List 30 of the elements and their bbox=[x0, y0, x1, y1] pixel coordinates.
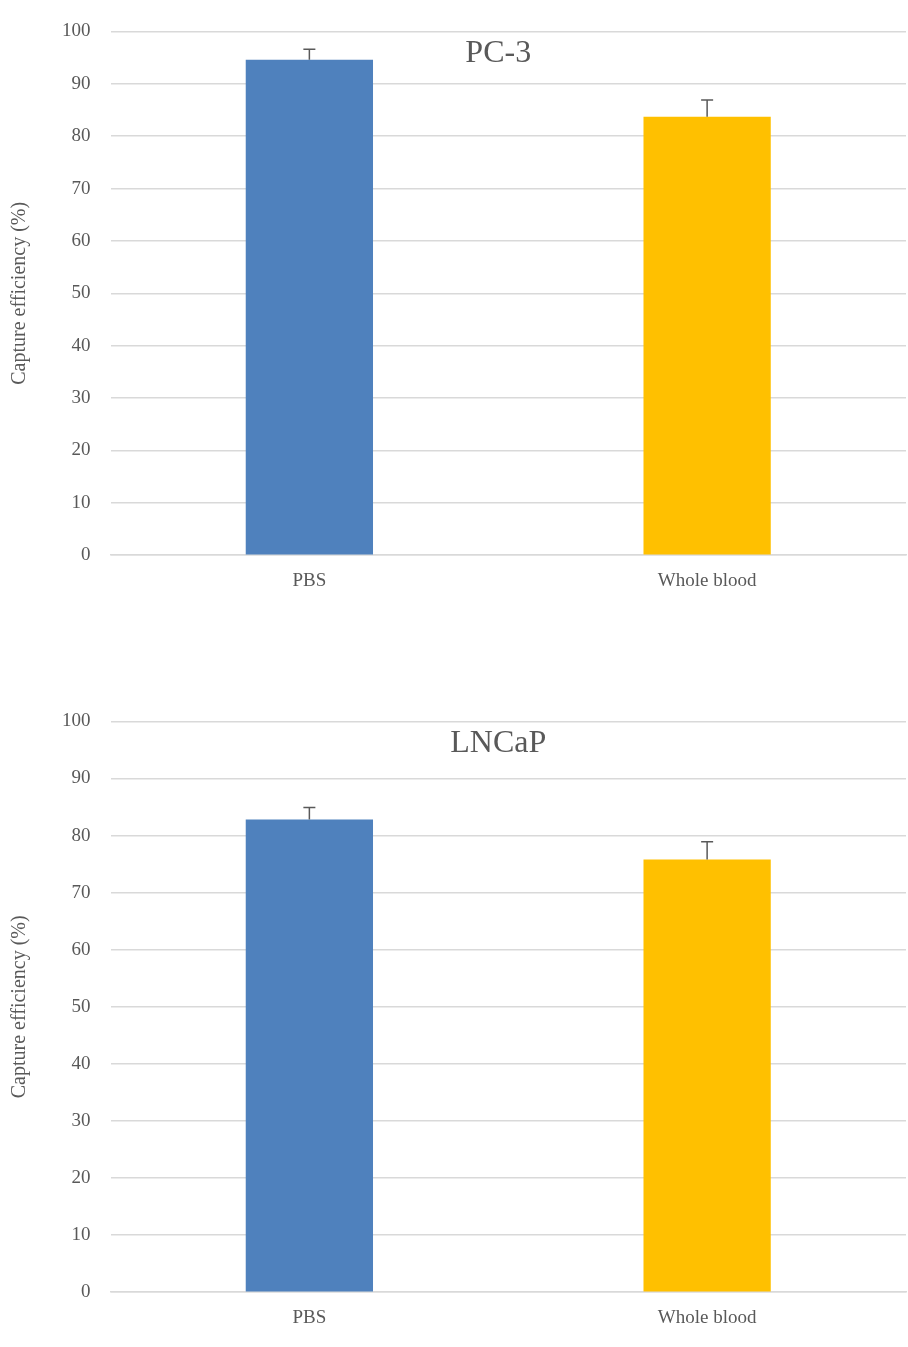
y-tick-label: 50 bbox=[71, 281, 91, 303]
y-tick-label: 100 bbox=[62, 19, 91, 41]
y-tick-label: 0 bbox=[81, 543, 91, 565]
y-tick-label: 40 bbox=[71, 1051, 91, 1073]
x-tick-label: PBS bbox=[292, 568, 327, 590]
y-axis-title: Capture efficiency (%) bbox=[7, 915, 31, 1099]
x-tick-label: PBS bbox=[292, 1305, 327, 1327]
y-tick-label: 20 bbox=[71, 438, 91, 460]
chart-title: LNCaP bbox=[450, 722, 547, 759]
x-tick-label: Whole blood bbox=[657, 1305, 757, 1327]
y-tick-label: 80 bbox=[71, 823, 91, 845]
y-axis-title: Capture efficiency (%) bbox=[7, 201, 31, 385]
y-tick-label: 30 bbox=[71, 1108, 91, 1130]
chart-title: PC-3 bbox=[465, 32, 532, 69]
y-tick-label: 70 bbox=[71, 880, 91, 902]
y-tick-label: 10 bbox=[71, 1223, 91, 1245]
y-tick-label: 40 bbox=[71, 333, 91, 355]
x-tick-label: Whole blood bbox=[657, 568, 757, 590]
y-tick-label: 100 bbox=[62, 709, 91, 731]
y-tick-label: 0 bbox=[81, 1280, 91, 1302]
y-tick-label: 60 bbox=[71, 228, 91, 250]
y-tick-label: 30 bbox=[71, 386, 91, 408]
y-tick-label: 20 bbox=[71, 1166, 91, 1188]
y-tick-label: 90 bbox=[71, 71, 91, 93]
y-tick-label: 80 bbox=[71, 124, 91, 146]
y-tick-label: 10 bbox=[71, 490, 91, 512]
y-tick-label: 50 bbox=[71, 994, 91, 1016]
y-tick-label: 60 bbox=[71, 937, 91, 959]
y-tick-label: 90 bbox=[71, 766, 91, 788]
y-tick-label: 70 bbox=[71, 176, 91, 198]
